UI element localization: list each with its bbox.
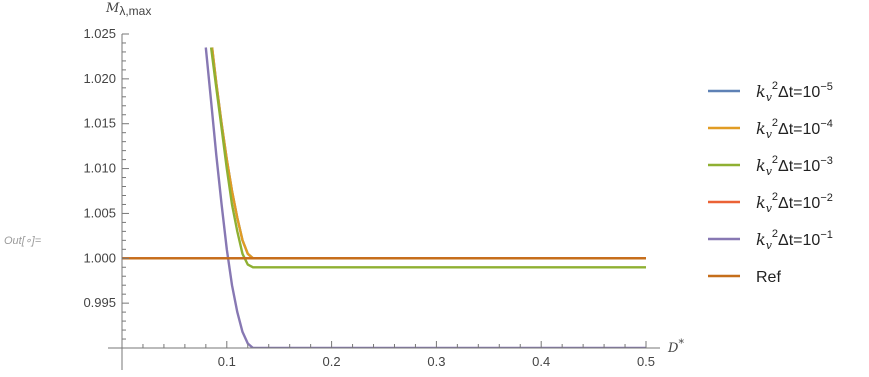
legend-label: kv2Δt=10−4 — [756, 117, 833, 141]
y-tick-label: 1.020 — [83, 71, 116, 86]
legend-entry-3: kv2Δt=10−3 — [708, 154, 833, 178]
plot-area: 0.1 0.2 0.3 0.4 0.5 0.995 1.000 1.005 1.010 1.015… — [83, 26, 660, 370]
x-tick-label: 0.3 — [427, 354, 445, 369]
x-tick-label: 0.1 — [218, 354, 236, 369]
legend-label: Ref — [756, 269, 781, 286]
output-cell-label: Out[∘]= — [4, 235, 42, 247]
y-axis-title-sub: λ,max — [119, 4, 151, 18]
series-layer — [122, 47, 646, 348]
axes: 0.1 0.2 0.3 0.4 0.5 0.995 1.000 1.005 1.010 1.015… — [83, 26, 660, 370]
legend-entry-4: kv2Δt=10−2 — [708, 191, 833, 215]
series-line-5 — [204, 47, 646, 348]
y-axis-title: Mλ,max — [105, 1, 151, 18]
y-tick-label: 1.015 — [83, 116, 116, 131]
y-tick-label: 1.025 — [83, 26, 116, 41]
legend-label: kv2Δt=10−3 — [756, 154, 833, 178]
legend-label: kv2Δt=10−5 — [756, 80, 833, 104]
series-line-3 — [209, 47, 646, 269]
x-axis-title: D* — [667, 337, 684, 356]
y-tick-label: 1.000 — [83, 250, 116, 265]
x-tick-label: 0.4 — [532, 354, 550, 369]
legend-entry-6: Ref — [708, 269, 781, 286]
x-tick-label: 0.2 — [323, 354, 341, 369]
legend: kv2Δt=10−5 kv2Δt=10−4 kv2Δt=10−3 kv2Δt=10−2… — [708, 80, 833, 286]
x-tick-label: 0.5 — [637, 354, 655, 369]
series-line-2 — [210, 47, 646, 260]
legend-entry-2: kv2Δt=10−4 — [708, 117, 833, 141]
legend-entry-1: kv2Δt=10−5 — [708, 80, 833, 104]
y-axis-title-main: M — [105, 1, 120, 16]
x-axis-title-sup: * — [678, 337, 684, 350]
y-tick-label: 0.995 — [83, 295, 116, 310]
legend-entry-5: kv2Δt=10−1 — [708, 228, 833, 252]
y-tick-label: 1.005 — [83, 205, 116, 220]
x-axis-title-main: D — [667, 341, 679, 356]
legend-label: kv2Δt=10−2 — [756, 191, 833, 215]
y-tick-label: 1.010 — [83, 161, 116, 176]
legend-label: kv2Δt=10−1 — [756, 228, 833, 252]
series-line-1 — [210, 47, 646, 260]
